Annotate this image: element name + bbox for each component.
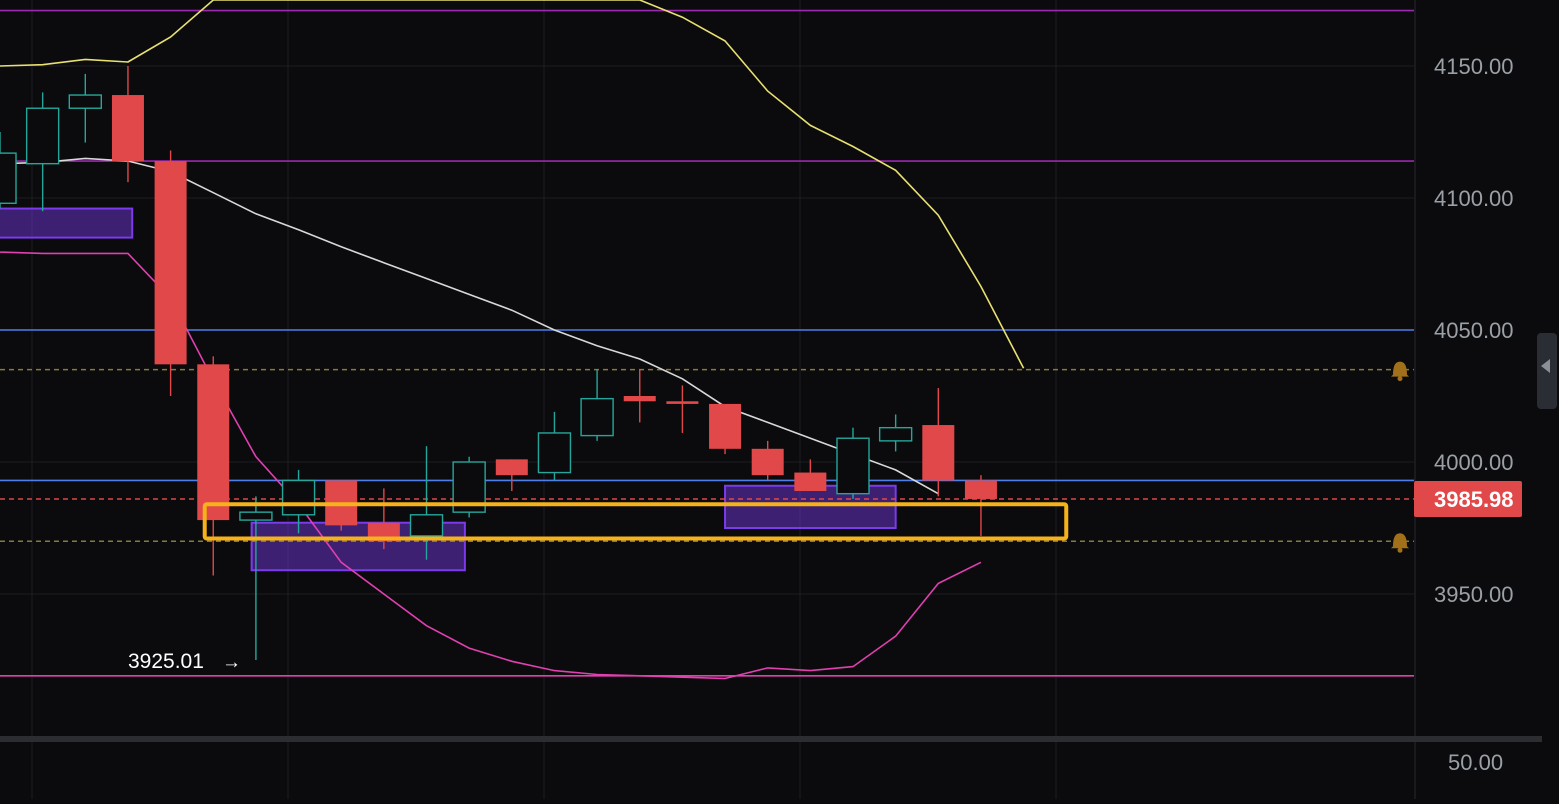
candle-body[interactable]	[281, 479, 316, 516]
candle-body[interactable]	[409, 514, 444, 537]
collapse-panel-button[interactable]	[1537, 333, 1557, 409]
candle-body[interactable]	[0, 152, 17, 204]
candle-body[interactable]	[154, 161, 187, 365]
candle-body[interactable]	[495, 459, 528, 476]
indicator-line	[0, 251, 982, 680]
highlight-box[interactable]	[202, 502, 1069, 541]
candle-body[interactable]	[68, 94, 103, 109]
current-price-tag[interactable]	[1414, 481, 1522, 518]
supply-demand-zone[interactable]	[724, 484, 897, 530]
indicator-tick-label: 50.00	[1448, 750, 1503, 775]
candle-body[interactable]	[25, 107, 60, 165]
candle-body[interactable]	[537, 432, 572, 474]
supply-demand-zone[interactable]	[0, 207, 134, 239]
candle-body[interactable]	[922, 425, 955, 481]
price-tick-label: 4100.00	[1434, 186, 1514, 211]
pane-divider[interactable]	[0, 736, 1542, 742]
price-tick-label: 4050.00	[1434, 318, 1514, 343]
candle-body[interactable]	[666, 401, 699, 404]
candle-body[interactable]	[580, 397, 614, 437]
chevron-left-icon	[1541, 359, 1550, 373]
candle-body[interactable]	[111, 95, 144, 162]
price-tick-label: 3950.00	[1434, 582, 1514, 607]
candle-body[interactable]	[751, 448, 784, 476]
candle-body[interactable]	[623, 396, 656, 402]
candle-body[interactable]	[878, 426, 913, 442]
low-price-label: 3925.01	[128, 650, 204, 673]
indicator-line	[0, 0, 1025, 369]
bell-icon[interactable]	[1391, 533, 1409, 553]
candle-body[interactable]	[709, 403, 742, 449]
price-tick-label: 4000.00	[1434, 450, 1514, 475]
candle-body[interactable]	[197, 364, 230, 521]
bell-icon[interactable]	[1391, 361, 1409, 382]
candle-body[interactable]	[239, 511, 273, 521]
candle-body[interactable]	[964, 480, 997, 499]
current-price-label: 3985.98	[1434, 487, 1514, 512]
candle-body[interactable]	[794, 472, 827, 492]
candle-body[interactable]	[836, 437, 870, 495]
arrow-right-icon: →	[222, 652, 241, 673]
price-tick-label: 4150.00	[1434, 54, 1514, 79]
